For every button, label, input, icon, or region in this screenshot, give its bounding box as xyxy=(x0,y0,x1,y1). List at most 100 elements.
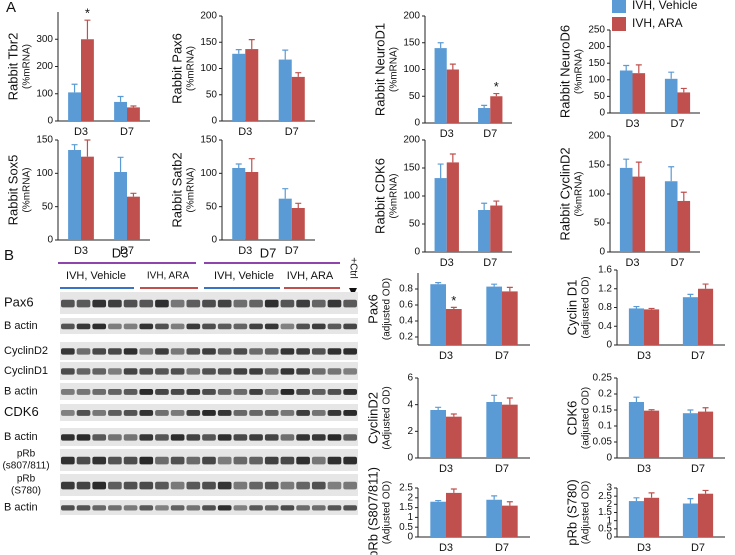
blot-band xyxy=(296,481,310,490)
blot-band xyxy=(61,409,75,416)
y-tick-label: 0.8 xyxy=(399,284,413,295)
y-axis-label: (%mRNA) xyxy=(186,168,197,213)
bar xyxy=(644,309,660,345)
blot-band xyxy=(249,323,263,330)
y-tick-label: 50 xyxy=(42,201,54,212)
blot-row-label: B actin xyxy=(4,431,38,443)
error-bar xyxy=(648,307,655,310)
blot-band xyxy=(311,348,326,355)
blot-band xyxy=(202,388,216,395)
blot-band xyxy=(249,388,263,395)
blot-band xyxy=(108,434,122,441)
blot-band xyxy=(155,348,169,355)
bar xyxy=(446,309,462,345)
blot-band xyxy=(233,323,248,330)
blot-band xyxy=(139,434,154,441)
bar xyxy=(446,416,462,458)
blot-band xyxy=(327,368,342,375)
bar xyxy=(502,404,518,458)
blot-band xyxy=(327,456,342,465)
x-tick-label: D7 xyxy=(691,542,705,554)
y-tick-label: 50 xyxy=(409,91,421,102)
error-bar xyxy=(491,394,498,402)
blot-band xyxy=(76,368,91,375)
y-tick-label: 1 xyxy=(407,512,413,523)
bar xyxy=(446,69,459,123)
y-tick-label: 0 xyxy=(407,532,413,543)
y-tick-label: 1.5 xyxy=(399,502,413,513)
blot-band xyxy=(280,348,295,355)
blot-band xyxy=(280,434,295,441)
blot-band xyxy=(155,368,169,375)
y-tick-label: 300 xyxy=(36,34,53,45)
blot-band xyxy=(249,434,263,441)
blot-group: D3 xyxy=(112,245,129,260)
blot-band xyxy=(217,388,232,395)
error-bar xyxy=(506,397,513,405)
blot-subgroup: IVH, Vehicle xyxy=(214,270,274,282)
blot-band xyxy=(170,348,185,355)
x-tick-label: D3 xyxy=(637,350,651,362)
bar xyxy=(430,410,446,458)
x-tick-label: D3 xyxy=(440,257,454,269)
error-bar xyxy=(680,191,687,201)
y-tick-label: 150 xyxy=(588,58,605,69)
blot-band xyxy=(311,481,326,490)
blot-band xyxy=(61,348,75,355)
error-bar xyxy=(493,200,500,206)
blot-band xyxy=(311,388,326,395)
y-axis-label: Rabbit Pax6 xyxy=(169,33,184,104)
bar xyxy=(644,497,660,537)
blot-subgroup: IVH, ARA xyxy=(147,271,190,282)
blot-band xyxy=(264,323,279,330)
y-tick-label: 0.4 xyxy=(598,321,612,332)
y-tick-label: 1.5 xyxy=(598,507,612,518)
y-axis-label: (Adjusted OD) xyxy=(382,481,393,544)
y-tick-label: 200 xyxy=(36,61,53,72)
error-bar xyxy=(435,499,442,502)
blot-band xyxy=(61,323,75,330)
blot-band xyxy=(249,368,263,375)
y-tick-label: 0 xyxy=(606,453,612,464)
bar xyxy=(486,402,502,458)
blot-band xyxy=(123,388,138,395)
x-tick-label: D7 xyxy=(495,463,509,475)
blot-band xyxy=(343,434,357,441)
x-tick-label: D3 xyxy=(238,126,252,138)
blot-band xyxy=(170,388,185,395)
y-tick-label: 100 xyxy=(36,88,53,99)
y-tick-label: 150 xyxy=(588,160,605,171)
y-tick-label: 0.25 xyxy=(593,373,613,384)
bar xyxy=(490,96,503,123)
error-bar xyxy=(117,156,124,172)
blot-band xyxy=(233,388,248,395)
bar xyxy=(232,53,246,121)
blot-band xyxy=(249,409,263,416)
bar xyxy=(632,73,646,113)
blot-band xyxy=(170,505,185,511)
x-tick-label: D3 xyxy=(625,257,639,269)
error-bar xyxy=(623,158,630,168)
blot-row-label: B actin xyxy=(4,385,38,397)
blot-group: D7 xyxy=(260,245,277,260)
y-tick-label: 0 xyxy=(599,108,605,119)
error-bar xyxy=(491,495,498,500)
blot-band xyxy=(202,505,216,511)
x-tick-label: D3 xyxy=(74,245,88,257)
y-tick-label: 100 xyxy=(200,168,217,179)
blot-band xyxy=(202,481,216,490)
blot-band xyxy=(327,481,342,490)
blot-band xyxy=(264,481,279,490)
blot-band xyxy=(311,299,326,308)
bar xyxy=(478,210,491,252)
blot-band xyxy=(280,323,295,330)
blot-band xyxy=(249,505,263,511)
annotation: * xyxy=(494,79,499,94)
blot-band xyxy=(217,434,232,441)
bar xyxy=(677,200,691,252)
blot-subgroup: IVH, Vehicle xyxy=(66,270,126,282)
blot-band xyxy=(108,323,122,330)
bar xyxy=(664,181,678,252)
blot-band xyxy=(264,409,279,416)
x-tick-label: D3 xyxy=(637,542,651,554)
